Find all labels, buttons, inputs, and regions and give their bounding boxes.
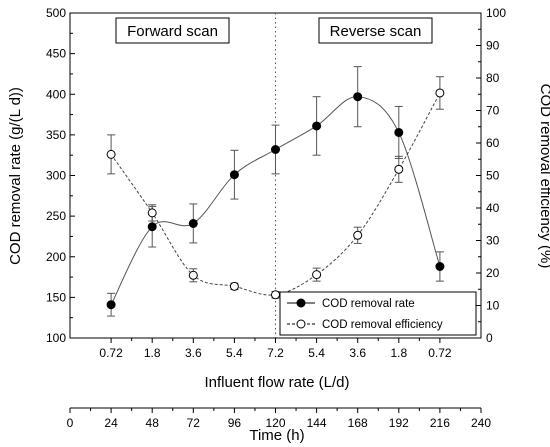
forward-scan-box xyxy=(115,17,230,44)
data-point-efficiency xyxy=(229,281,239,291)
time-tick-label: 168 xyxy=(348,416,368,430)
data-point-efficiency xyxy=(271,290,280,300)
data-point-rate xyxy=(394,127,404,137)
reverse-scan-label: Reverse scan xyxy=(330,23,422,40)
y-left-tick-label: 400 xyxy=(46,87,66,101)
legend-marker-rate xyxy=(296,298,306,308)
y-right-tick-label: 100 xyxy=(486,6,506,20)
time-tick-label: 72 xyxy=(187,416,201,430)
forward-scan-annotation: Forward scan xyxy=(115,17,230,44)
time-tick-label: 240 xyxy=(471,416,491,430)
data-point-rate xyxy=(271,145,280,154)
time-tick-label: 48 xyxy=(146,416,160,430)
x-tick-label: 5.4 xyxy=(226,346,243,360)
legend-label-efficiency: COD removal efficiency xyxy=(322,319,443,331)
data-point-rate xyxy=(147,222,157,232)
forward-scan-label: Forward scan xyxy=(127,23,218,40)
data-point-rate xyxy=(312,121,322,131)
reverse-scan-annotation: Reverse scan xyxy=(318,17,433,44)
x-tick-label: 0.72 xyxy=(99,346,123,360)
time-tick-label: 216 xyxy=(430,416,450,430)
y-left-tick-label: 500 xyxy=(46,6,66,20)
y-right-tick-label: 50 xyxy=(486,169,500,183)
data-point-efficiency xyxy=(435,88,445,98)
legend-label-rate: COD removal rate xyxy=(322,298,415,310)
y-right-tick-label: 0 xyxy=(486,331,493,345)
data-point-efficiency xyxy=(312,270,322,280)
x-tick-label: 3.6 xyxy=(349,346,366,360)
data-point-efficiency xyxy=(394,164,404,174)
legend-marker-efficiency xyxy=(296,319,306,329)
x-axis-title: Influent flow rate (L/d) xyxy=(204,374,349,391)
time-tick-label: 192 xyxy=(389,416,409,430)
y-right-tick-label: 10 xyxy=(486,299,500,313)
data-point-rate xyxy=(229,170,239,180)
y-left-tick-label: 100 xyxy=(46,331,66,345)
y-right-tick-label: 30 xyxy=(486,234,500,248)
data-point-rate xyxy=(188,218,198,228)
time-tick-label: 144 xyxy=(307,416,327,430)
x-tick-label: 5.4 xyxy=(308,346,325,360)
axes-layer: 100 150 200 250 300 350 400 450 500 0 10 20 30 40 50 60… xyxy=(46,6,506,430)
time-axis-title: Time (h) xyxy=(249,427,304,444)
data-point-rate xyxy=(106,300,116,310)
y-right-tick-label: 80 xyxy=(486,71,500,85)
time-tick-label: 0 xyxy=(67,416,74,430)
y-left-tick-label: 300 xyxy=(46,169,66,183)
time-tick-label: 120 xyxy=(265,416,285,430)
legend-box xyxy=(279,291,477,336)
series-layer xyxy=(106,66,445,317)
y-right-axis-title: COD removal efficiency (%) xyxy=(537,84,550,269)
x-tick-label: 1.8 xyxy=(390,346,407,360)
data-point-rate xyxy=(435,262,445,271)
y-left-tick-label: 350 xyxy=(46,128,66,142)
x-tick-label: 7.2 xyxy=(267,346,284,360)
y-right-tick-label: 70 xyxy=(486,104,500,118)
x-tick-label: 0.72 xyxy=(428,346,452,360)
y-left-tick-label: 450 xyxy=(46,47,66,61)
x-tick-label: 3.6 xyxy=(185,346,202,360)
time-tick-label: 24 xyxy=(104,416,118,430)
data-point-efficiency xyxy=(106,149,116,159)
legend: COD removal rate COD removal efficiency xyxy=(279,291,477,336)
y-left-tick-label: 200 xyxy=(46,250,66,264)
data-point-efficiency xyxy=(147,208,157,218)
time-tick-label: 96 xyxy=(228,416,242,430)
y-right-tick-label: 60 xyxy=(486,136,500,150)
y-left-tick-label: 250 xyxy=(46,209,66,223)
data-point-efficiency xyxy=(188,270,198,280)
y-left-tick-label: 150 xyxy=(46,290,66,304)
reverse-scan-box xyxy=(318,17,433,44)
data-point-rate xyxy=(353,92,363,102)
y-left-axis-title: COD removal rate (g/(L d)) xyxy=(7,87,24,265)
y-right-tick-label: 40 xyxy=(486,201,500,215)
x-tick-label: 1.8 xyxy=(144,346,161,360)
data-point-efficiency xyxy=(353,230,363,240)
y-right-tick-label: 90 xyxy=(486,39,500,53)
y-right-tick-label: 20 xyxy=(486,266,500,280)
